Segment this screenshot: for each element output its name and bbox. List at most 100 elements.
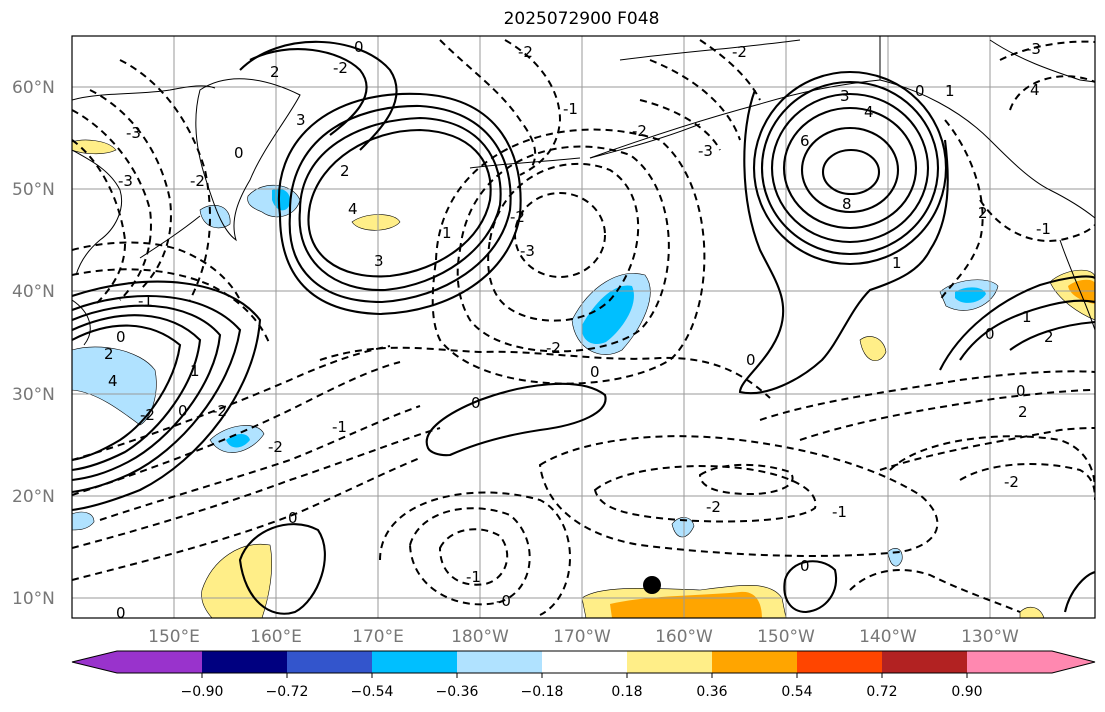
contour-label: 1 <box>190 362 200 380</box>
contour-low-south <box>379 491 571 616</box>
shade-lightblue-patch <box>199 204 231 229</box>
contour-subtropical <box>72 345 391 461</box>
lat-label: 40°N <box>12 282 55 302</box>
contour-label: -1 <box>466 568 481 586</box>
latitude-labels: 60°N 50°N 40°N 30°N 20°N 10°N <box>12 78 55 609</box>
contour-west-trough <box>72 304 222 482</box>
contour-label: -2 <box>212 402 227 420</box>
contour-label: -2 <box>268 438 283 456</box>
contour-label: -2 <box>732 43 747 61</box>
contours-positive <box>72 40 1095 615</box>
contour-high-gulf-alaska <box>752 70 948 266</box>
contour-label: 6 <box>800 132 810 150</box>
contour-subtropical <box>99 405 421 521</box>
contour-label: 0 <box>800 557 810 575</box>
contour-north-central <box>504 39 562 176</box>
lon-label: 150°W <box>757 627 815 647</box>
contour-zero-central <box>425 382 607 457</box>
coastline-japan <box>72 299 91 346</box>
contour-label: -2 <box>190 172 205 190</box>
contour-west-okhotsk <box>72 109 152 301</box>
lon-label: 170°E <box>352 627 404 647</box>
shade-yellow-patch <box>201 543 272 618</box>
contour-ridge-central <box>249 48 368 136</box>
colorbar-tick-labels: −0.90 −0.72 −0.54 −0.36 −0.18 0.18 0.36 … <box>181 684 983 700</box>
map-frame <box>71 35 1096 619</box>
coastline-northwest <box>989 39 1095 83</box>
contour-northeast <box>979 199 1095 242</box>
contour-west-okhotsk <box>89 89 172 291</box>
contour-label: -2 <box>632 122 647 140</box>
colorbar-segment <box>542 651 627 673</box>
contour-label: -1 <box>332 418 347 436</box>
contour-label: 0 <box>590 363 600 381</box>
contour-east-pacific <box>959 463 1095 501</box>
lon-label: 160°W <box>655 627 713 647</box>
contour-low-north-pacific <box>514 192 606 278</box>
contour-label: 1 <box>1022 308 1032 326</box>
lat-label: 10°N <box>12 589 55 609</box>
coastline-west-coast <box>1059 239 1095 331</box>
contour-label: 0 <box>746 351 756 369</box>
contour-east-pacific <box>879 427 1095 471</box>
contour-label: -2 <box>140 406 155 424</box>
colorbar-segment <box>797 651 882 673</box>
lat-label: 50°N <box>12 180 55 200</box>
contour-tropical <box>593 465 817 523</box>
contour-west-okhotsk <box>72 241 241 301</box>
contour-label: 3 <box>296 111 306 129</box>
shade-yellow-patch <box>1019 606 1045 618</box>
contour-label: 2 <box>978 204 988 222</box>
contour-east-pacific <box>799 389 1095 441</box>
contour-label: -3 <box>698 142 713 160</box>
contour-ridge-central <box>239 40 398 151</box>
contour-east-pacific <box>889 435 1095 491</box>
contour-label: 2 <box>340 162 350 180</box>
colorbar-segment <box>967 651 1052 673</box>
contour-low-north-pacific <box>319 346 771 399</box>
contour-zero-west <box>72 280 262 512</box>
contour-label: 0 <box>915 82 925 100</box>
lon-label: 170°W <box>553 627 611 647</box>
contour-west-okhotsk <box>72 139 127 306</box>
shade-lightblue-patch <box>72 346 157 426</box>
contour-label: 4 <box>864 103 874 121</box>
contour-label: 0 <box>234 144 244 162</box>
colorbar-tick-label: 0.54 <box>781 684 812 700</box>
contour-label: 0 <box>1016 382 1026 400</box>
contour-zero-east <box>1009 320 1095 351</box>
colorbar-segment <box>202 651 287 673</box>
shade-blue-patch <box>272 188 291 211</box>
contour-label: -2 <box>518 43 533 61</box>
contour-west-trough <box>72 314 202 472</box>
contour-label: -2 <box>1004 473 1019 491</box>
contour-label: 2 <box>1044 328 1054 346</box>
colorbar-tick-label: 0.18 <box>611 684 642 700</box>
colorbar-segment <box>882 651 967 673</box>
contours-negative <box>72 39 1095 616</box>
contour-high-gulf-alaska <box>800 126 900 214</box>
colorbar-tick-label: −0.36 <box>436 684 479 700</box>
contour-label: 0 <box>116 328 126 346</box>
shade-lightblue-patch <box>72 511 95 531</box>
contour-label: 1 <box>442 224 452 242</box>
contour-north-central <box>649 59 741 141</box>
contour-label: 4 <box>1030 81 1040 99</box>
contour-low-north-pacific <box>456 145 670 353</box>
contour-label: 3 <box>374 252 384 270</box>
contour-north-central <box>639 99 721 151</box>
contour-label: -0 <box>496 592 511 610</box>
contour-zero-southeast-edge <box>1063 570 1095 613</box>
contour-subtropical <box>72 457 421 581</box>
coastline-british-columbia <box>1049 189 1095 219</box>
contour-label: -2 <box>510 208 525 226</box>
lon-label: 160°E <box>250 627 302 647</box>
contour-northeast <box>1009 75 1095 111</box>
longitude-labels: 150°E 160°E 170°E 180°W 170°W 160°W 150°… <box>148 627 1019 647</box>
colorbar-low-extend <box>72 651 117 673</box>
contour-label: 4 <box>348 200 358 218</box>
contour-high-gulf-alaska <box>821 148 881 196</box>
contour-label: 0 <box>985 325 995 343</box>
contour-west-okhotsk <box>72 268 271 346</box>
colorbar-segment <box>372 651 457 673</box>
